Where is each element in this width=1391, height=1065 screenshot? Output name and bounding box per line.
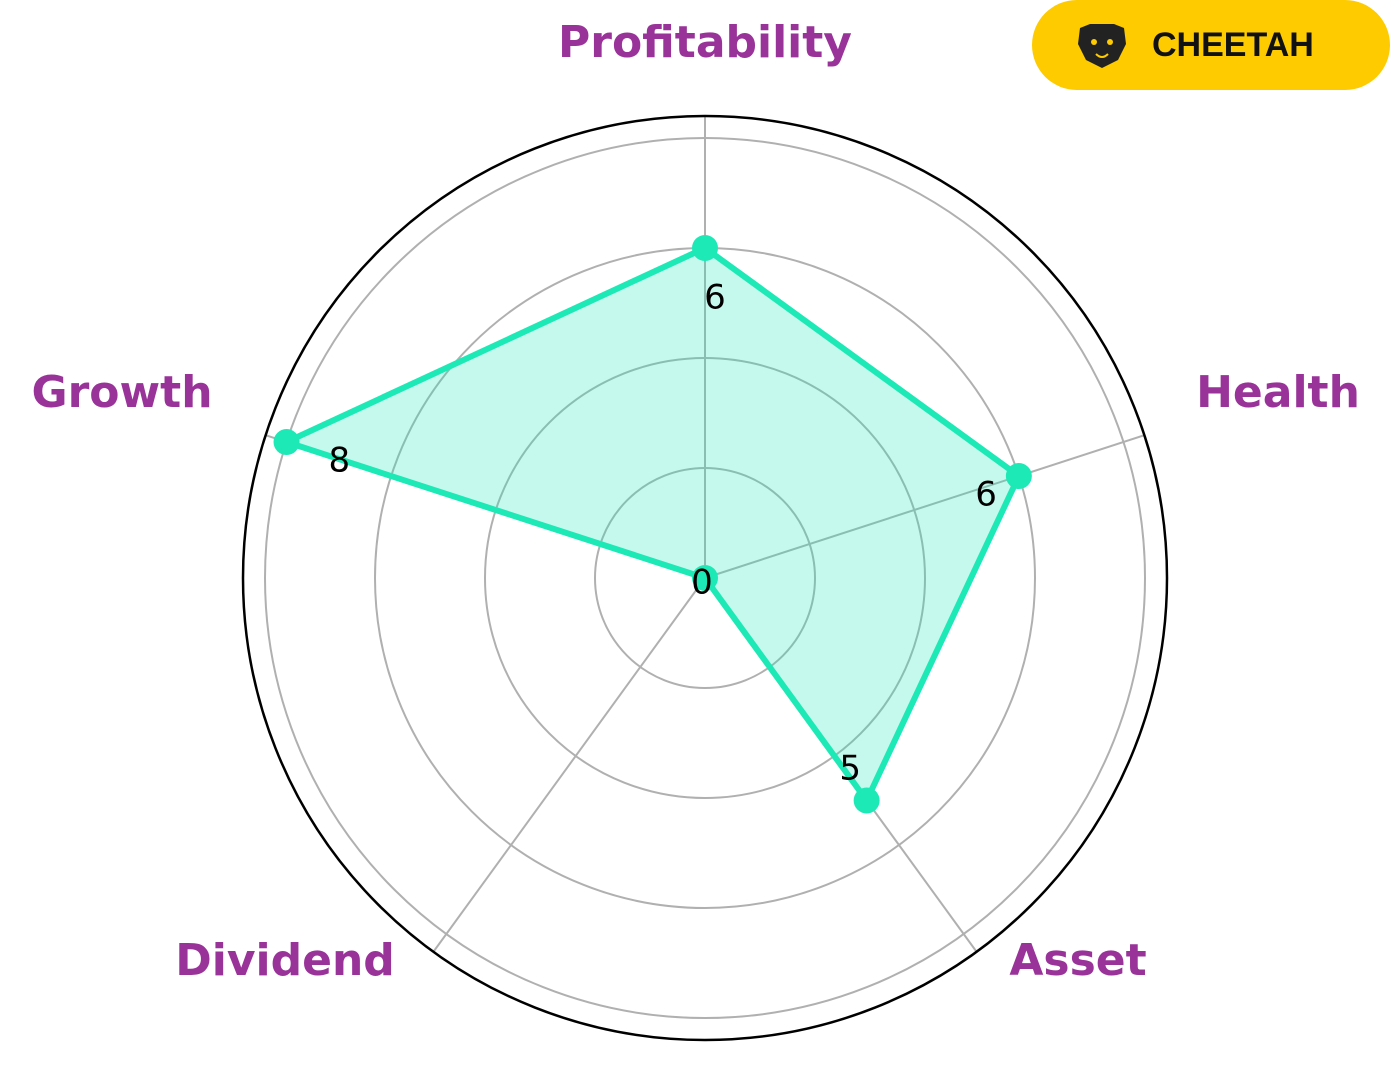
badge-background [1032, 0, 1390, 90]
value-label: 8 [329, 440, 351, 480]
radar-area [283, 245, 1022, 804]
data-point [692, 565, 718, 591]
value-label: 5 [839, 749, 861, 789]
category-label: Profitability [558, 17, 852, 68]
value-label: 6 [975, 474, 997, 514]
data-point [273, 429, 300, 456]
cheetah-icon [1078, 24, 1126, 68]
category-label: Dividend [175, 935, 395, 986]
value-label: 0 [691, 563, 713, 603]
badge-text: CHEETAH [1152, 26, 1314, 64]
spoke [432, 577, 706, 953]
data-point [1005, 463, 1032, 490]
data-point [692, 235, 718, 261]
category-label: Health [1196, 367, 1360, 418]
spoke [704, 434, 1145, 579]
category-label: Asset [1009, 935, 1146, 986]
value-label: 6 [704, 278, 726, 318]
badge: CHEETAH [1032, 0, 1390, 90]
category-label: Growth [31, 367, 212, 418]
outer-circle [241, 114, 1169, 1042]
data-point [853, 787, 880, 814]
